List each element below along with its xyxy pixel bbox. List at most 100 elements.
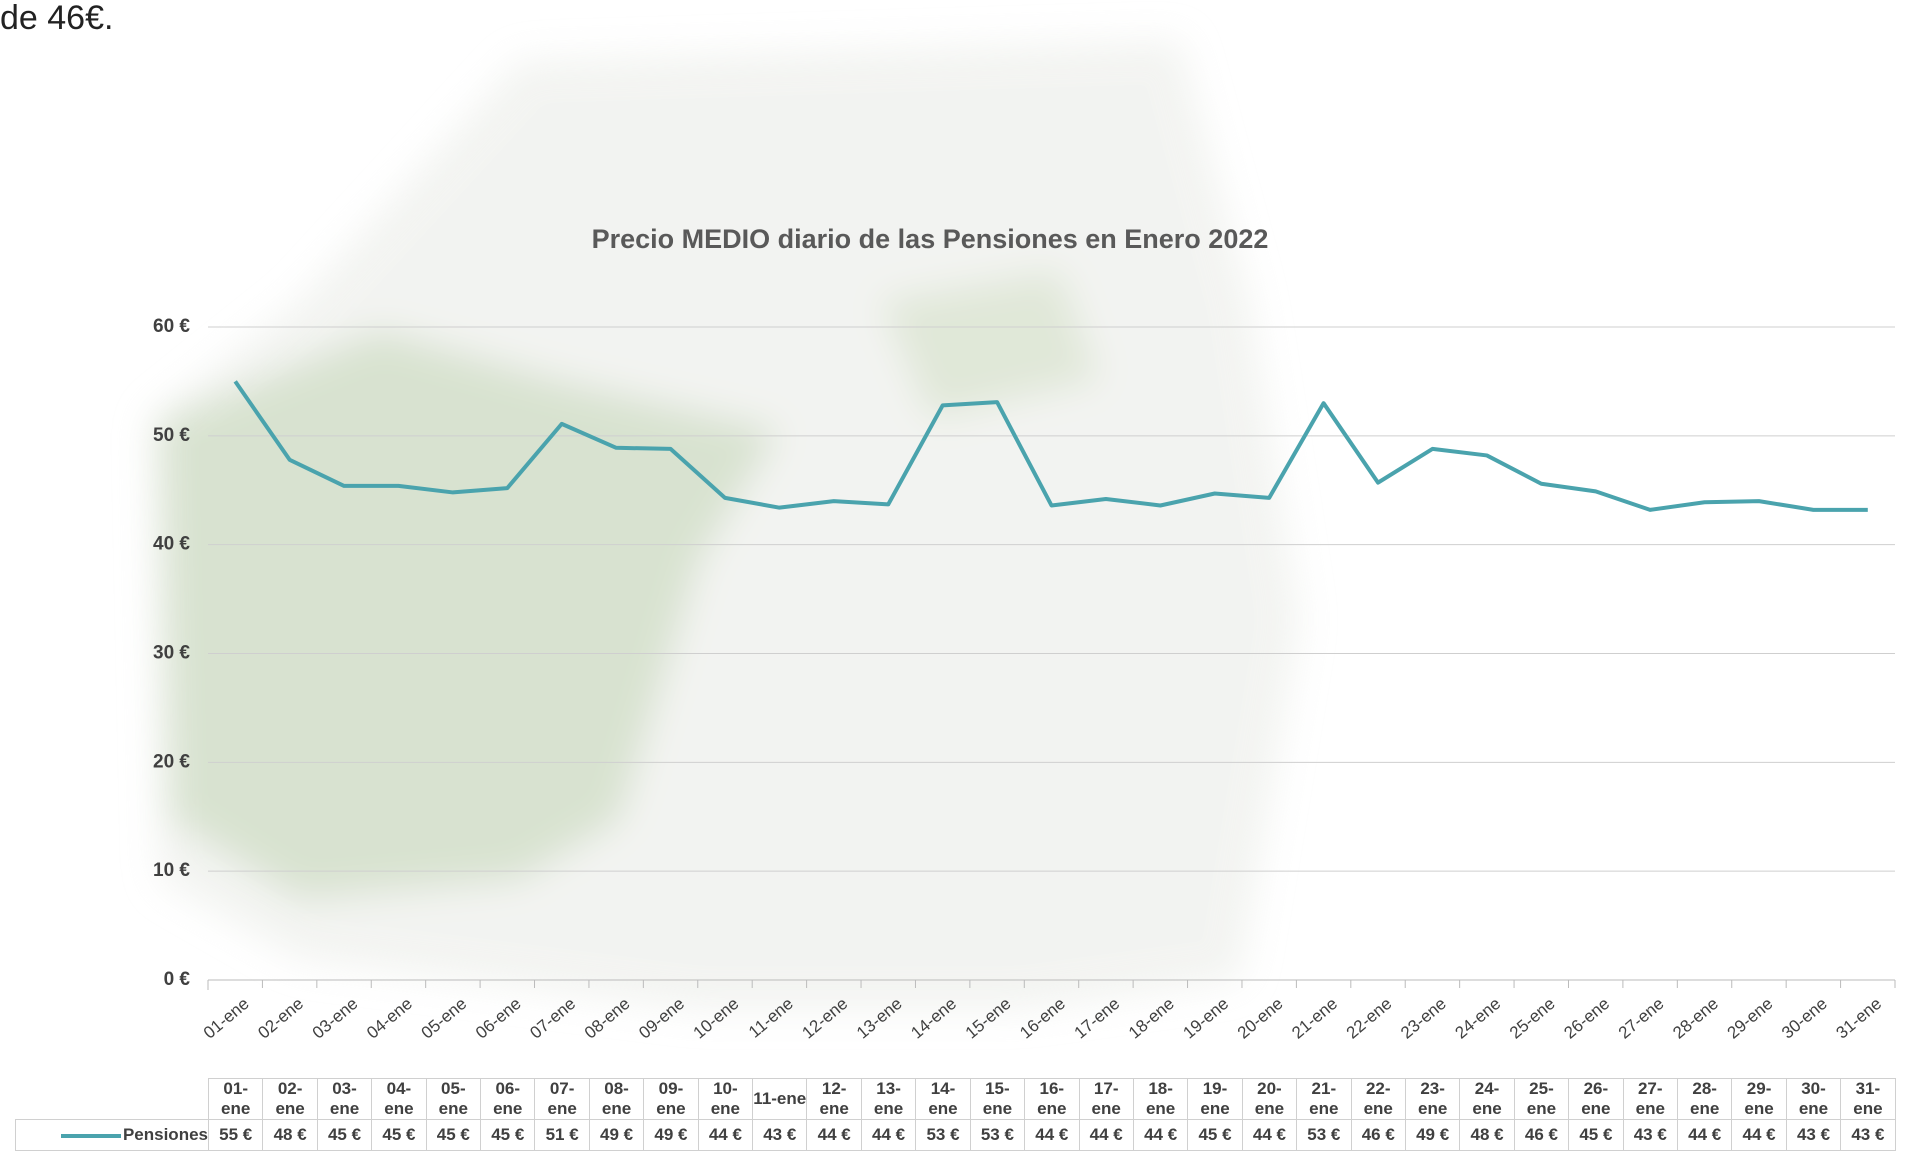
table-category: 06-ene bbox=[480, 1078, 536, 1120]
table-value: 44 € bbox=[1078, 1119, 1134, 1151]
x-tick-label: 26-ene bbox=[1560, 994, 1613, 1043]
table-value: 49 € bbox=[588, 1119, 645, 1151]
table-value: 48 € bbox=[262, 1119, 318, 1151]
table-value: 45 € bbox=[1568, 1119, 1624, 1151]
table-category: 30-ene bbox=[1785, 1078, 1842, 1120]
table-value: 44 € bbox=[806, 1119, 862, 1151]
table-category: 05-ene bbox=[425, 1078, 482, 1120]
y-tick-label: 20 € bbox=[153, 751, 190, 772]
table-value: 43 € bbox=[752, 1119, 808, 1151]
x-tick-label: 02-ene bbox=[254, 994, 307, 1043]
table-value: 44 € bbox=[1241, 1119, 1298, 1151]
table-category: 13-ene bbox=[860, 1078, 917, 1120]
legend-label: Pensiones bbox=[122, 1125, 208, 1144]
table-value: 45 € bbox=[1187, 1119, 1243, 1151]
table-value: 44 € bbox=[1132, 1119, 1189, 1151]
x-tick-label: 18-ene bbox=[1125, 994, 1178, 1043]
data-table: 01-ene 02-ene 03-ene 04-ene 05-ene 06-ene 07-e… bbox=[15, 1078, 1896, 1151]
table-value: 44 € bbox=[697, 1119, 754, 1151]
forest bbox=[880, 270, 1100, 420]
legend-cell: Pensiones bbox=[15, 1119, 209, 1151]
table-category: 21-ene bbox=[1296, 1078, 1352, 1120]
x-tick-label: 20-ene bbox=[1234, 994, 1287, 1043]
table-value: 51 € bbox=[534, 1119, 590, 1151]
table-category: 10-ene bbox=[697, 1078, 754, 1120]
table-category: 08-ene bbox=[588, 1078, 645, 1120]
table-category: 18-ene bbox=[1132, 1078, 1189, 1120]
x-tick-label: 08-ene bbox=[581, 994, 634, 1043]
x-tick-label: 27-ene bbox=[1615, 994, 1668, 1043]
table-category: 02-ene bbox=[262, 1078, 318, 1120]
table-category: 01-ene bbox=[207, 1078, 264, 1120]
table-value: 46 € bbox=[1350, 1119, 1406, 1151]
table-value: 43 € bbox=[1622, 1119, 1678, 1151]
table-value: 53 € bbox=[1296, 1119, 1352, 1151]
table-category: 20-ene bbox=[1241, 1078, 1298, 1120]
table-category: 22-ene bbox=[1350, 1078, 1406, 1120]
y-tick-label: 60 € bbox=[153, 316, 190, 337]
table-category: 27-ene bbox=[1622, 1078, 1678, 1120]
table-category: 23-ene bbox=[1404, 1078, 1461, 1120]
table-category: 11-ene bbox=[752, 1078, 808, 1120]
table-value: 44 € bbox=[860, 1119, 917, 1151]
table-category: 29-ene bbox=[1731, 1078, 1787, 1120]
table-value: 45 € bbox=[316, 1119, 373, 1151]
table-value: 46 € bbox=[1513, 1119, 1570, 1151]
x-tick-label: 25-ene bbox=[1506, 994, 1559, 1043]
line-series bbox=[233, 380, 1868, 512]
x-tick-label: 22-ene bbox=[1343, 994, 1396, 1043]
table-category: 03-ene bbox=[316, 1078, 373, 1120]
x-tick-label: 07-ene bbox=[526, 994, 579, 1043]
table-category: 16-ene bbox=[1024, 1078, 1080, 1120]
table-category: 24-ene bbox=[1459, 1078, 1515, 1120]
table-value: 45 € bbox=[425, 1119, 482, 1151]
data-row: Pensiones 55 €48 €45 €45 €45 €45 €51 €49 … bbox=[15, 1119, 1896, 1151]
page-text: de 46€. bbox=[0, 0, 113, 37]
x-tick-label: 19-ene bbox=[1179, 994, 1232, 1043]
table-value: 44 € bbox=[1676, 1119, 1733, 1151]
x-tick-label: 23-ene bbox=[1397, 994, 1450, 1043]
map-background bbox=[150, 40, 1300, 1010]
y-tick-label: 0 € bbox=[164, 969, 191, 990]
x-tick-label: 31-ene bbox=[1832, 994, 1885, 1043]
table-category: 28-ene bbox=[1676, 1078, 1733, 1120]
table-category: 25-ene bbox=[1513, 1078, 1570, 1120]
table-category: 19-ene bbox=[1187, 1078, 1243, 1120]
table-value: 53 € bbox=[915, 1119, 971, 1151]
table-category: 04-ene bbox=[371, 1078, 427, 1120]
table-value: 49 € bbox=[643, 1119, 699, 1151]
table-value: 48 € bbox=[1459, 1119, 1515, 1151]
table-value: 44 € bbox=[1731, 1119, 1787, 1151]
x-tick-label: 04-ene bbox=[363, 994, 416, 1043]
table-category: 09-ene bbox=[643, 1078, 699, 1120]
table-category: 26-ene bbox=[1568, 1078, 1624, 1120]
x-tick-label: 30-ene bbox=[1778, 994, 1831, 1043]
y-tick-label: 50 € bbox=[153, 425, 190, 446]
x-tick-label: 01-ene bbox=[200, 994, 253, 1043]
y-tick-label: 10 € bbox=[153, 860, 190, 881]
table-value: 44 € bbox=[1024, 1119, 1080, 1151]
x-tick-label: 28-ene bbox=[1669, 994, 1722, 1043]
table-value: 43 € bbox=[1840, 1119, 1896, 1151]
x-tick-label: 29-ene bbox=[1724, 994, 1777, 1043]
header-row: 01-ene 02-ene 03-ene 04-ene 05-ene 06-ene 07-e… bbox=[16, 1078, 1896, 1120]
table-category: 14-ene bbox=[915, 1078, 971, 1120]
table-value: 55 € bbox=[207, 1119, 264, 1151]
y-tick-label: 30 € bbox=[153, 643, 190, 664]
table-category: 17-ene bbox=[1078, 1078, 1134, 1120]
table-category: 07-ene bbox=[534, 1078, 590, 1120]
x-tick-label: 24-ene bbox=[1452, 994, 1505, 1043]
x-tick-label: 05-ene bbox=[418, 994, 471, 1043]
legend-swatch bbox=[60, 1133, 121, 1138]
corner bbox=[16, 1079, 209, 1120]
table-value: 49 € bbox=[1404, 1119, 1461, 1151]
table-category: 15-ene bbox=[969, 1078, 1026, 1120]
y-tick-label: 40 € bbox=[153, 534, 190, 555]
x-tick-label: 21-ene bbox=[1288, 994, 1341, 1043]
table-value: 45 € bbox=[371, 1119, 427, 1151]
table-value: 45 € bbox=[480, 1119, 536, 1151]
x-tick-label: 06-ene bbox=[472, 994, 525, 1043]
table-category: 31-ene bbox=[1840, 1078, 1896, 1120]
